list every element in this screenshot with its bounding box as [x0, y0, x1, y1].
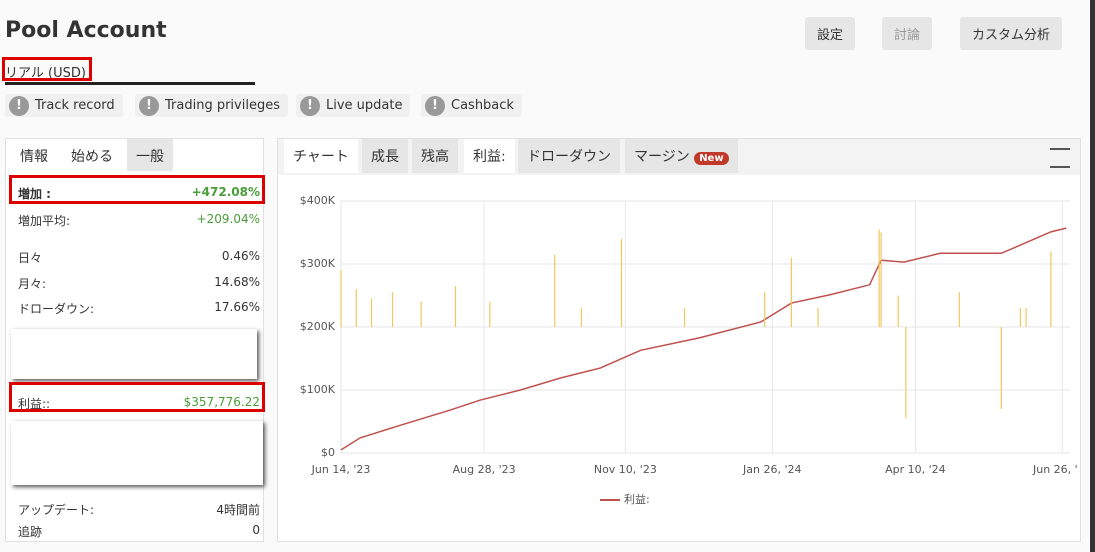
bar	[905, 327, 907, 419]
account-type: リアル (USD)	[5, 62, 255, 85]
x-tick-label: Nov 10, '23	[594, 463, 657, 476]
x-tick-label: Aug 28, '23	[453, 463, 516, 476]
bar	[370, 298, 373, 327]
redaction	[11, 329, 257, 379]
value: 0	[252, 523, 260, 537]
badge[interactable]: Live update	[296, 94, 411, 117]
edge	[1090, 0, 1095, 552]
bar	[1050, 251, 1052, 327]
stat-row: 日々 0.46%	[18, 249, 260, 266]
y-tick-label: $100K	[300, 383, 336, 396]
y-tick-label: $0	[321, 446, 335, 459]
y-tick-label: $400K	[300, 194, 336, 207]
tab[interactable]: 始める	[71, 149, 113, 165]
x-tick-label: Apr 10, '24	[885, 463, 946, 476]
legend-label: 利益:	[624, 492, 650, 506]
tab[interactable]: 一般	[127, 139, 173, 171]
title: Pool Account	[5, 18, 167, 43]
bar	[817, 308, 819, 327]
label: 増加 :	[18, 187, 51, 201]
settings-button[interactable]: 設定	[805, 17, 856, 50]
stat-row: ドローダウン: 17.66%	[18, 300, 260, 317]
x-tick-label: Jan 26, '24	[742, 463, 801, 476]
bar	[391, 292, 394, 327]
stat-row: 増加 : +472.08%	[18, 185, 260, 202]
value: 17.66%	[214, 300, 260, 314]
tab[interactable]: 利益:	[464, 139, 515, 173]
bar	[880, 232, 882, 327]
value: 4時間前	[216, 503, 260, 517]
stat-row: 月々: 14.68%	[18, 275, 260, 292]
tab-label: マージン	[634, 149, 690, 165]
bar	[764, 292, 766, 327]
value: $357,776.22	[183, 395, 260, 409]
bar	[620, 238, 623, 327]
label: ドローダウン:	[18, 302, 95, 316]
bar	[790, 257, 792, 327]
bar	[878, 229, 880, 327]
tab[interactable]: 残高	[412, 139, 458, 173]
stat-row: アップデート: 4時間前	[18, 501, 260, 518]
label: 追跡	[18, 525, 43, 539]
value: 14.68%	[214, 275, 260, 289]
value: +209.04%	[196, 212, 260, 226]
y-tick-label: $200K	[300, 320, 336, 333]
bar	[1025, 308, 1027, 327]
bar	[554, 254, 556, 327]
custom-analysis-button[interactable]: カスタム分析	[960, 17, 1063, 50]
label: 増加平均:	[18, 214, 71, 228]
x-tick-label: Jun 26, '24	[1032, 463, 1078, 476]
bar	[1019, 308, 1021, 327]
tab[interactable]: 成長	[362, 139, 408, 173]
stat-row: 利益:: $357,776.22	[18, 395, 260, 412]
bar	[340, 270, 342, 327]
tab[interactable]: 情報	[20, 149, 48, 165]
badge[interactable]: Track record	[5, 94, 123, 117]
bar	[355, 289, 357, 327]
badge[interactable]: Cashback	[421, 94, 522, 117]
bar	[489, 301, 491, 327]
chart: 利益: $0 $100K $200K $300K $400K Jun 14, '23 Aug…	[300, 194, 1078, 506]
highlight	[9, 382, 265, 412]
label: 日々	[18, 251, 43, 265]
value: +472.08%	[191, 185, 260, 199]
discuss-button[interactable]: 討論	[882, 17, 933, 50]
tab[interactable]: マージン New	[625, 139, 738, 173]
highlight	[2, 57, 92, 81]
bar	[1000, 327, 1002, 409]
settings-icon[interactable]	[1050, 148, 1070, 168]
stat-row: 追跡 0	[18, 523, 260, 540]
new-badge: New	[694, 152, 729, 165]
bar	[454, 286, 457, 327]
left-panel: 情報 始める 一般 増加 : +472.08% 増加平均: +209.04% 日々 0…	[5, 138, 264, 542]
highlight	[9, 175, 265, 204]
label: 利益::	[18, 397, 51, 411]
y-tick-label: $300K	[300, 257, 336, 270]
label: 月々:	[18, 277, 47, 291]
tab[interactable]: チャート	[284, 139, 358, 173]
bar	[683, 308, 686, 327]
label: アップデート:	[18, 503, 95, 517]
bar	[420, 301, 422, 327]
line	[340, 227, 1067, 451]
bar	[958, 292, 960, 327]
chart-panel: チャート 成長 残高 利益: ドローダウン マージン New	[277, 138, 1081, 542]
bar	[897, 295, 899, 327]
bar	[580, 308, 583, 327]
stat-row: 増加平均: +209.04%	[18, 212, 260, 229]
tab[interactable]: ドローダウン	[518, 139, 620, 173]
value: 0.46%	[221, 249, 260, 263]
badge[interactable]: Trading privileges	[135, 94, 288, 117]
redaction	[11, 421, 263, 485]
x-tick-label: Jun 14, '23	[311, 463, 371, 476]
